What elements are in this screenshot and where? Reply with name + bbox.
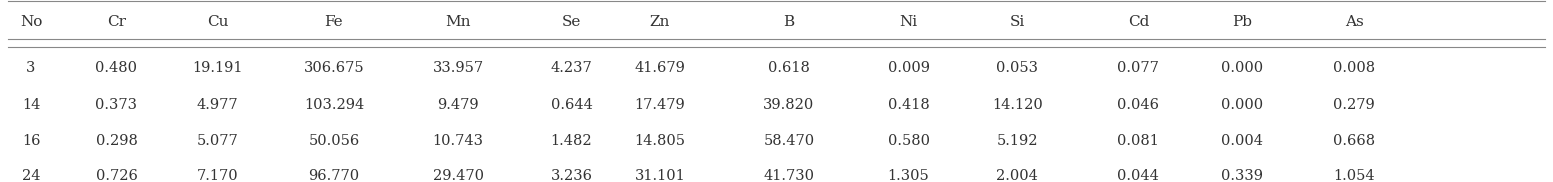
- Text: 0.000: 0.000: [1221, 98, 1264, 112]
- Text: 0.004: 0.004: [1221, 134, 1264, 148]
- Text: 0.044: 0.044: [1118, 169, 1159, 182]
- Text: 14: 14: [22, 98, 40, 112]
- Text: Ni: Ni: [899, 15, 918, 29]
- Text: 0.580: 0.580: [887, 134, 930, 148]
- Text: 14.120: 14.120: [992, 98, 1042, 112]
- Text: 96.770: 96.770: [309, 169, 359, 182]
- Text: 31.101: 31.101: [635, 169, 685, 182]
- Text: 5.192: 5.192: [997, 134, 1037, 148]
- Text: Si: Si: [1009, 15, 1025, 29]
- Text: Cr: Cr: [107, 15, 126, 29]
- Text: 39.820: 39.820: [763, 98, 815, 112]
- Text: 0.077: 0.077: [1118, 61, 1159, 75]
- Text: 19.191: 19.191: [193, 61, 242, 75]
- Text: 0.000: 0.000: [1221, 61, 1264, 75]
- Text: 0.373: 0.373: [95, 98, 138, 112]
- Text: 0.081: 0.081: [1118, 134, 1159, 148]
- Text: As: As: [1345, 15, 1364, 29]
- Text: 0.644: 0.644: [551, 98, 592, 112]
- Text: 0.279: 0.279: [1334, 98, 1374, 112]
- Text: Mn: Mn: [446, 15, 471, 29]
- Text: 24: 24: [22, 169, 40, 182]
- Text: 0.053: 0.053: [995, 61, 1039, 75]
- Text: 14.805: 14.805: [635, 134, 685, 148]
- Text: 4.977: 4.977: [197, 98, 238, 112]
- Text: 5.077: 5.077: [197, 134, 238, 148]
- Text: Se: Se: [562, 15, 581, 29]
- Text: 41.679: 41.679: [635, 61, 685, 75]
- Text: Zn: Zn: [649, 15, 671, 29]
- Text: 0.008: 0.008: [1332, 61, 1376, 75]
- Text: 0.726: 0.726: [96, 169, 137, 182]
- Text: 103.294: 103.294: [304, 98, 363, 112]
- Text: 306.675: 306.675: [303, 61, 365, 75]
- Text: 58.470: 58.470: [764, 134, 814, 148]
- Text: 1.054: 1.054: [1334, 169, 1374, 182]
- Text: 0.339: 0.339: [1221, 169, 1264, 182]
- Text: 3: 3: [26, 61, 36, 75]
- Text: 33.957: 33.957: [433, 61, 483, 75]
- Text: 0.618: 0.618: [769, 61, 809, 75]
- Text: 0.668: 0.668: [1332, 134, 1376, 148]
- Text: B: B: [783, 15, 795, 29]
- Text: 41.730: 41.730: [764, 169, 814, 182]
- Text: 0.009: 0.009: [887, 61, 930, 75]
- Text: 1.482: 1.482: [551, 134, 592, 148]
- Text: 50.056: 50.056: [307, 134, 360, 148]
- Text: 0.418: 0.418: [888, 98, 929, 112]
- Text: 0.046: 0.046: [1117, 98, 1160, 112]
- Text: 7.170: 7.170: [197, 169, 238, 182]
- Text: 0.480: 0.480: [95, 61, 138, 75]
- Text: 16: 16: [22, 134, 40, 148]
- Text: 3.236: 3.236: [550, 169, 593, 182]
- Text: Pb: Pb: [1233, 15, 1252, 29]
- Text: 29.470: 29.470: [433, 169, 483, 182]
- Text: 2.004: 2.004: [997, 169, 1037, 182]
- Text: Fe: Fe: [325, 15, 343, 29]
- Text: No: No: [20, 15, 42, 29]
- Text: 4.237: 4.237: [551, 61, 592, 75]
- Text: Cd: Cd: [1127, 15, 1149, 29]
- Text: 10.743: 10.743: [433, 134, 483, 148]
- Text: 17.479: 17.479: [635, 98, 685, 112]
- Text: 0.298: 0.298: [96, 134, 137, 148]
- Text: Cu: Cu: [207, 15, 228, 29]
- Text: 9.479: 9.479: [438, 98, 478, 112]
- Text: 1.305: 1.305: [888, 169, 929, 182]
